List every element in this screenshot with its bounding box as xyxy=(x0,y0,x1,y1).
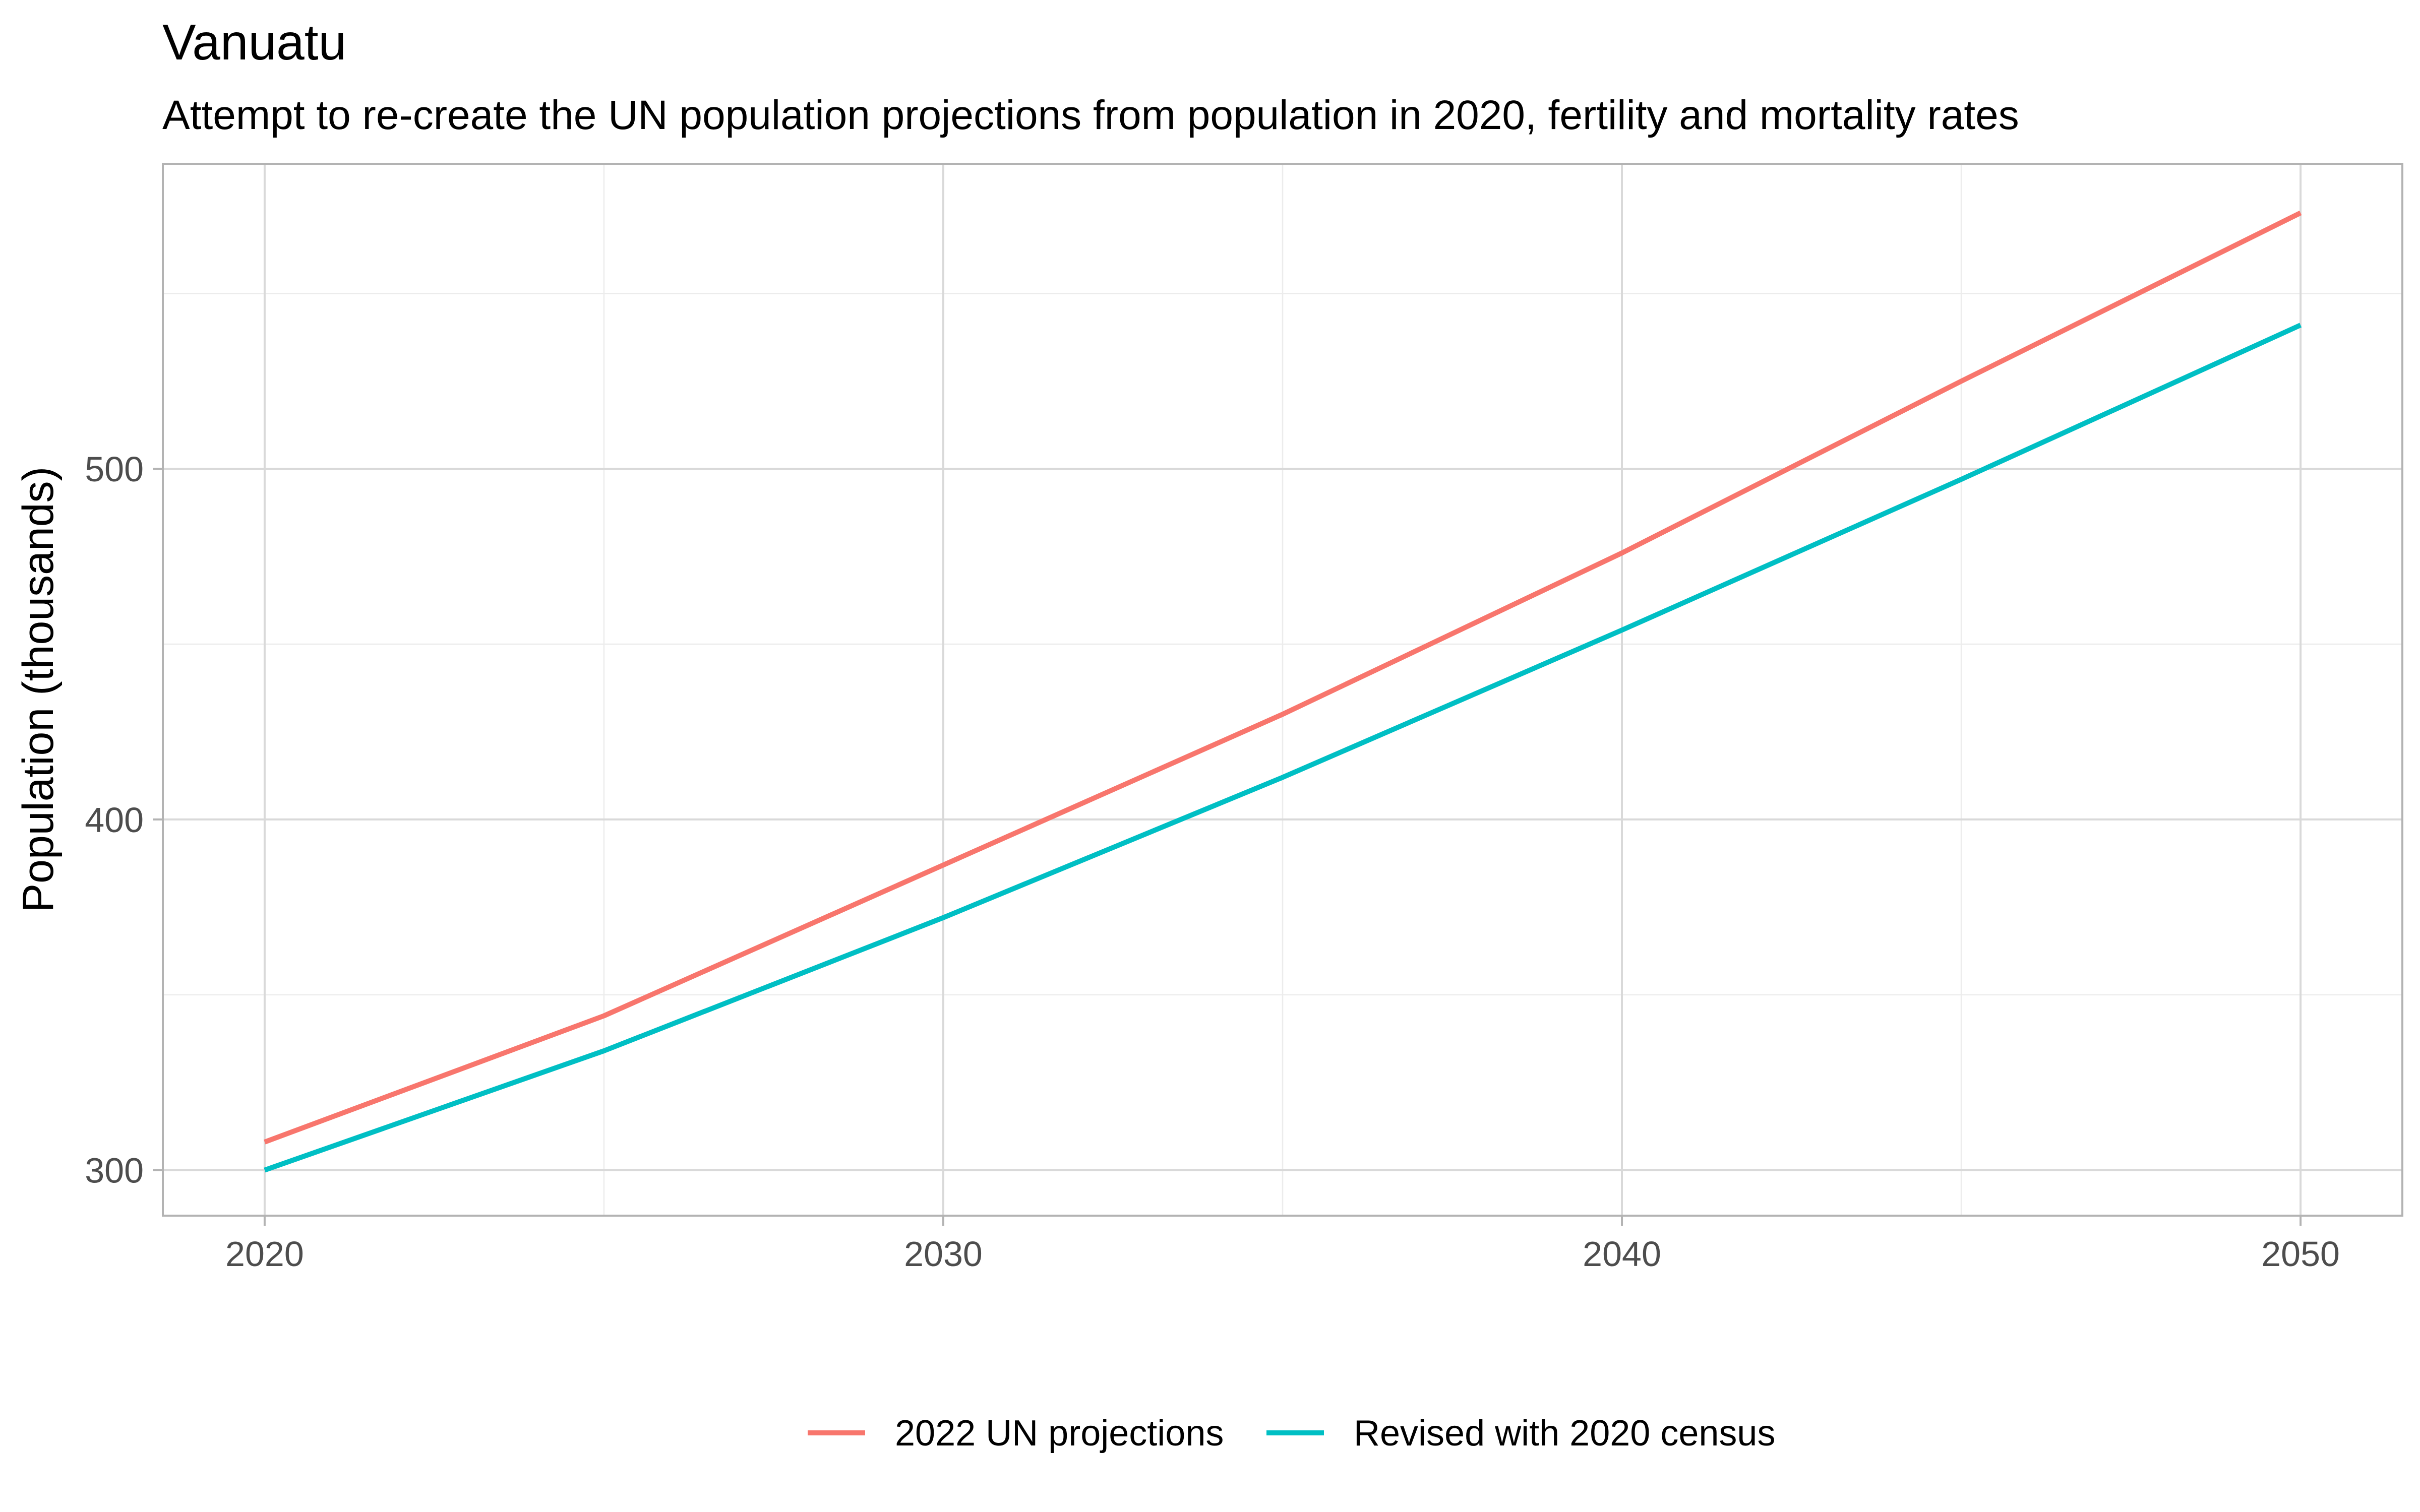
chart-subtitle: Attempt to re-create the UN population p… xyxy=(162,92,2019,138)
y-tick-label: 500 xyxy=(85,450,144,489)
y-tick-label: 300 xyxy=(85,1151,144,1190)
y-tick-label: 400 xyxy=(85,800,144,840)
x-tick-label: 2030 xyxy=(904,1234,983,1274)
x-tick-label: 2040 xyxy=(1583,1234,1661,1274)
y-axis-ticks: 300 400 500 xyxy=(85,450,163,1190)
series-line-un-projections xyxy=(264,210,2302,1145)
legend-label-un-projections: 2022 UN projections xyxy=(895,1413,1224,1454)
legend: 2022 UN projections Revised with 2020 ce… xyxy=(808,1413,1775,1454)
legend-item-un-projections: 2022 UN projections xyxy=(808,1413,1224,1454)
minor-gridlines xyxy=(163,164,2402,1216)
chart-title: Vanuatu xyxy=(162,14,346,71)
x-tick-label: 2050 xyxy=(2261,1234,2340,1274)
x-tick-label: 2020 xyxy=(225,1234,304,1274)
y-axis-title: Population (thousands) xyxy=(14,467,63,912)
legend-item-revised-census: Revised with 2020 census xyxy=(1266,1413,1775,1454)
legend-label-revised-census: Revised with 2020 census xyxy=(1354,1413,1775,1454)
major-gridlines xyxy=(163,164,2402,1216)
series-line-revised-census xyxy=(264,323,2302,1173)
series-lines xyxy=(264,210,2302,1173)
plot-panel-border xyxy=(162,163,2403,1217)
x-axis-ticks: 2020 2030 2040 2050 xyxy=(225,1216,2340,1274)
